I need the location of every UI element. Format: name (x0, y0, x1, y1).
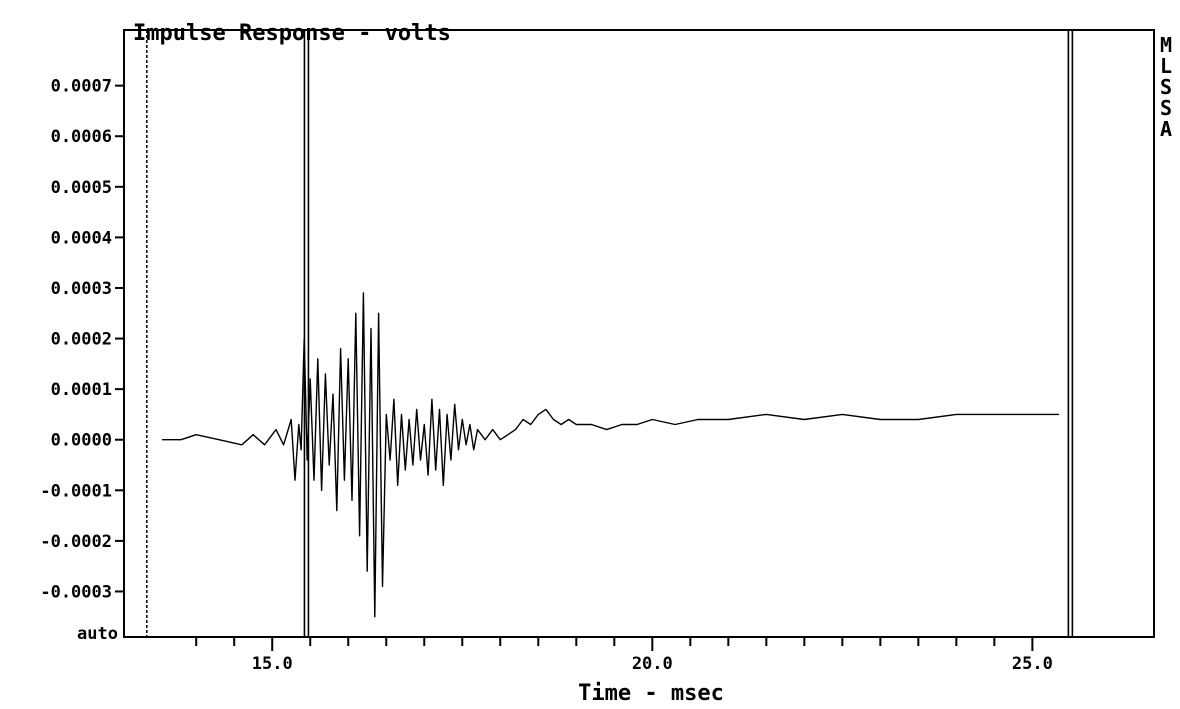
y-tick-label: 0.0001 (51, 380, 112, 400)
x-axis-label: Time - msec (578, 681, 724, 706)
y-tick-label: -0.0003 (40, 582, 112, 602)
y-axis-ticks: 0.0007 0.0006 0.0005 0.0004 0.0003 0.0002 0.00… (40, 77, 124, 602)
side-label-letter: L (1160, 54, 1172, 78)
plot-frame (123, 29, 1155, 638)
x-tick-label: 15.0 (252, 654, 293, 674)
x-tick-label: 25.0 (1012, 654, 1053, 674)
y-tick-label: 0.0006 (51, 127, 112, 147)
x-axis-ticks: 15.0 20.0 25.0 (195, 637, 1053, 674)
y-tick-label: 0.0000 (51, 431, 112, 451)
impulse-response-series (162, 292, 1059, 618)
side-label-letter: A (1160, 117, 1172, 141)
y-tick-label: 0.0002 (51, 330, 112, 350)
y-tick-label: -0.0002 (40, 532, 112, 552)
x-tick-label: 20.0 (632, 654, 673, 674)
y-auto-label: auto (77, 624, 118, 644)
y-tick-label: 0.0004 (51, 228, 112, 248)
cursor-markers (146, 30, 1074, 637)
side-label-letter: S (1160, 96, 1172, 120)
y-tick-label: 0.0003 (51, 279, 112, 299)
y-tick-label: -0.0001 (40, 481, 112, 501)
side-label-letter: M (1160, 33, 1172, 57)
y-tick-label: 0.0005 (51, 178, 112, 198)
y-tick-label: 0.0007 (51, 77, 112, 97)
side-label-letter: S (1160, 75, 1172, 99)
chart-title: Impulse Response - volts (133, 21, 451, 46)
